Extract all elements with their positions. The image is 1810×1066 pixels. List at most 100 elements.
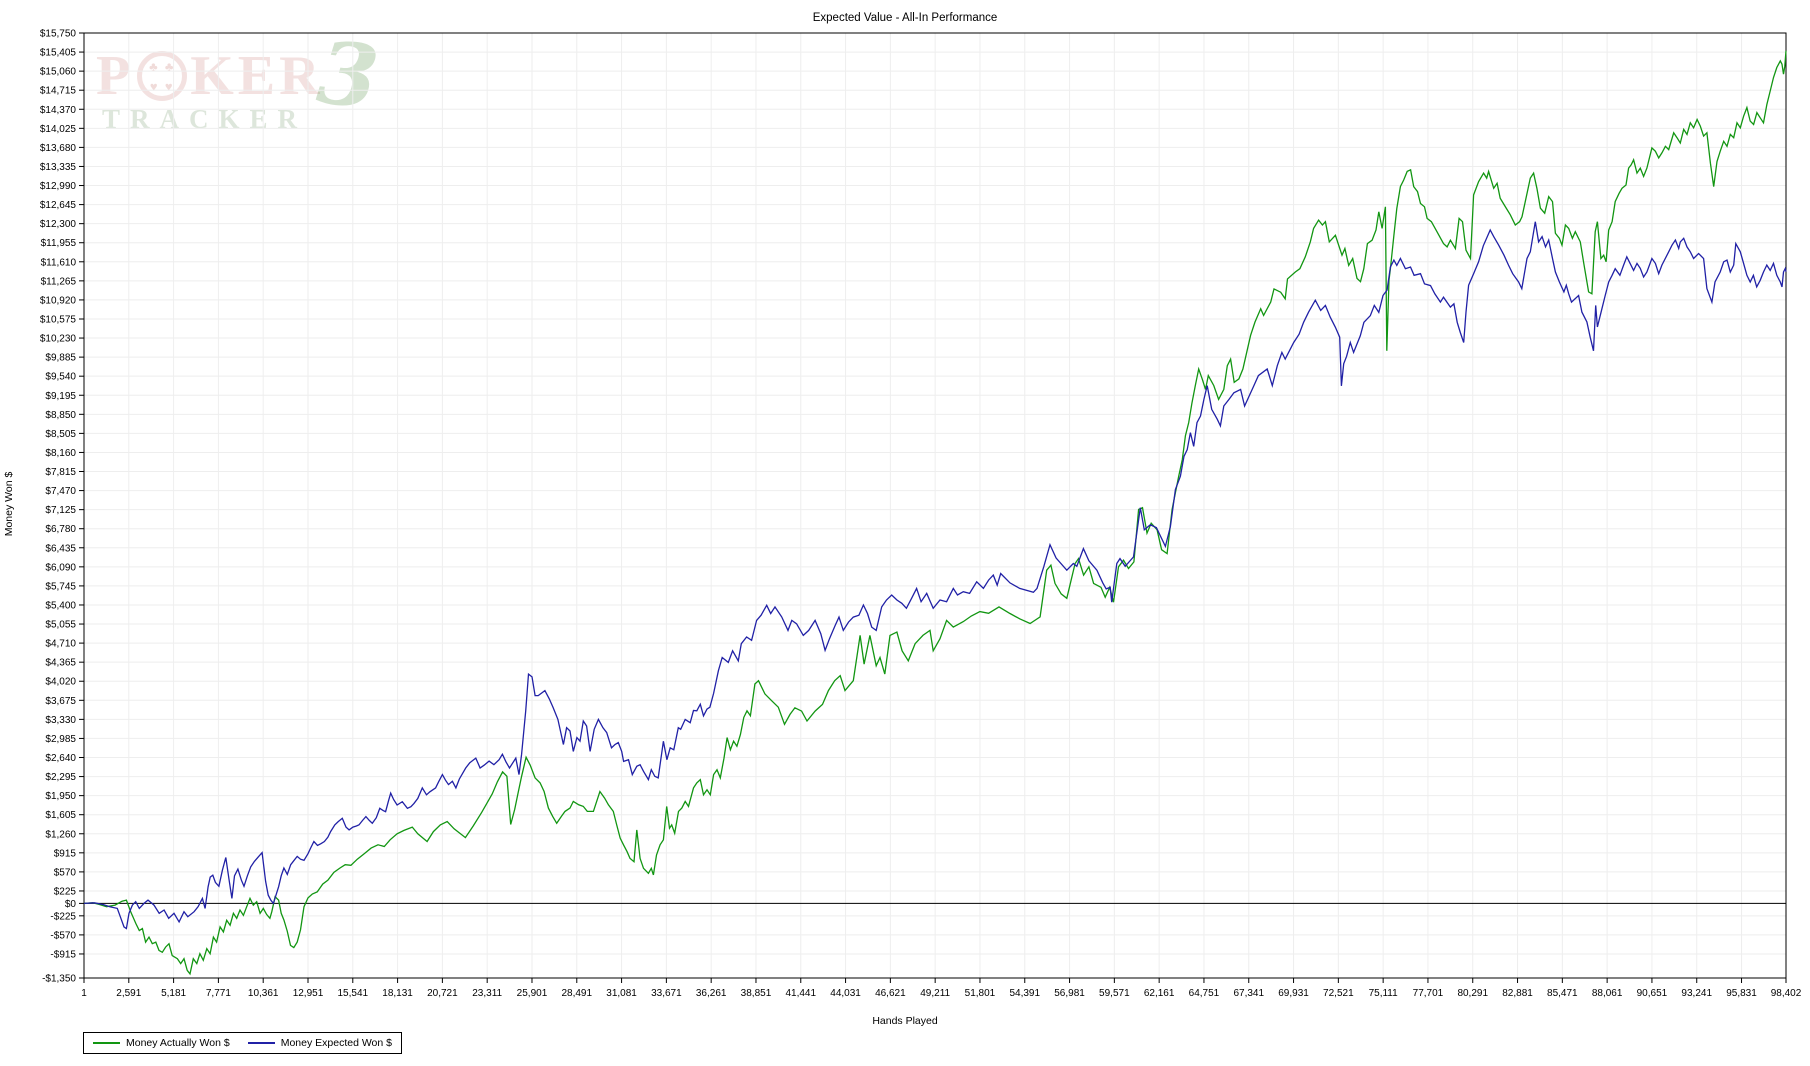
y-tick-label: $2,295 (45, 772, 76, 783)
x-tick-label: 98,402 (1771, 988, 1802, 999)
x-tick-label: 46,621 (875, 988, 906, 999)
x-tick-label: 36,261 (696, 988, 727, 999)
legend-line-swatch-green (93, 1042, 120, 1044)
y-tick-label: $9,885 (45, 353, 76, 364)
y-tick-label: $2,985 (45, 734, 76, 745)
y-tick-label: $225 (54, 886, 77, 897)
x-tick-label: 62,161 (1144, 988, 1175, 999)
y-tick-label: -$570 (50, 930, 76, 941)
x-tick-label: 88,061 (1592, 988, 1623, 999)
y-tick-label: $6,780 (45, 524, 76, 535)
x-tick-label: 64,751 (1189, 988, 1220, 999)
x-tick-label: 56,981 (1054, 988, 1085, 999)
y-tick-label: $13,335 (40, 162, 77, 173)
y-tick-label: $9,540 (45, 372, 76, 383)
y-tick-label: $12,300 (40, 219, 77, 230)
y-tick-label: $15,060 (40, 67, 77, 78)
y-tick-label: $4,365 (45, 658, 76, 669)
y-tick-label: $14,370 (40, 105, 77, 116)
y-tick-label: $10,230 (40, 334, 77, 345)
x-axis-title: Hands Played (872, 1015, 938, 1027)
x-tick-label: 49,211 (920, 988, 950, 999)
y-tick-label: $0 (65, 899, 77, 910)
x-tick-label: 80,291 (1457, 988, 1488, 999)
y-tick-label: $4,710 (45, 639, 76, 650)
y-tick-label: $11,955 (41, 238, 77, 249)
x-tick-label: 95,831 (1726, 988, 1757, 999)
x-tick-label: 44,031 (830, 988, 861, 999)
x-tick-label: 10,361 (248, 988, 279, 999)
x-tick-label: 18,131 (382, 988, 413, 999)
y-tick-label: $3,330 (45, 715, 76, 726)
x-tick-label: 20,721 (427, 988, 458, 999)
y-tick-label: $8,160 (45, 448, 76, 459)
y-tick-label: $2,640 (45, 753, 76, 764)
x-tick-label: 12,951 (293, 988, 324, 999)
y-tick-label: $11,610 (41, 257, 77, 268)
x-tick-label: 5,181 (161, 988, 186, 999)
x-tick-label: 23,311 (472, 988, 502, 999)
legend-item-money-expected-won: Money Expected Won $ (247, 1037, 392, 1049)
y-tick-label: $8,505 (45, 429, 76, 440)
legend-label: Money Actually Won $ (126, 1037, 230, 1049)
x-tick-label: 69,931 (1278, 988, 1309, 999)
y-tick-label: $14,715 (40, 86, 77, 97)
y-tick-label: $9,195 (45, 391, 76, 402)
y-tick-label: $915 (54, 848, 77, 859)
x-tick-label: 54,391 (1009, 988, 1040, 999)
y-tick-label: $12,645 (40, 200, 77, 211)
x-tick-label: 77,701 (1413, 988, 1444, 999)
x-tick-label: 51,801 (965, 988, 996, 999)
x-tick-label: 93,241 (1681, 988, 1712, 999)
y-tick-label: $570 (54, 867, 77, 878)
legend-item-money-actually-won: Money Actually Won $ (93, 1037, 230, 1049)
x-tick-label: 15,541 (337, 988, 368, 999)
y-tick-label: $1,605 (45, 810, 76, 821)
y-tick-label: $5,400 (45, 600, 76, 611)
x-tick-label: 33,671 (651, 988, 682, 999)
x-tick-label: 28,491 (561, 988, 592, 999)
x-tick-label: 7,771 (206, 988, 231, 999)
x-tick-label: 1 (81, 988, 87, 999)
y-tick-label: $7,815 (45, 467, 76, 478)
y-tick-label: $12,990 (40, 181, 77, 192)
series-line-0 (83, 50, 1787, 976)
y-tick-label: $15,405 (40, 48, 77, 59)
y-tick-label: $6,435 (45, 543, 76, 554)
y-tick-label: $1,260 (45, 829, 76, 840)
x-tick-label: 72,521 (1323, 988, 1354, 999)
x-tick-label: 90,651 (1637, 988, 1668, 999)
y-tick-label: $1,950 (45, 791, 76, 802)
y-tick-label: $10,920 (40, 295, 77, 306)
y-tick-label: -$225 (50, 911, 76, 922)
series-line-1 (83, 221, 1787, 930)
y-tick-label: $10,575 (40, 314, 77, 325)
y-tick-label: $15,750 (40, 29, 77, 40)
x-tick-label: 41,441 (785, 988, 816, 999)
y-tick-label: -$1,350 (42, 974, 76, 985)
x-tick-label: 59,571 (1099, 988, 1130, 999)
y-tick-label: $13,680 (40, 143, 77, 154)
y-tick-label: $7,470 (45, 486, 76, 497)
legend-line-swatch-blue (247, 1042, 275, 1044)
y-tick-label: $11,265 (41, 276, 77, 287)
y-tick-label: $5,055 (45, 620, 76, 631)
legend: Money Actually Won $ Money Expected Won … (83, 1032, 402, 1054)
y-tick-label: -$915 (50, 949, 76, 960)
chart-title: Expected Value - All-In Performance (812, 12, 998, 24)
y-axis-title: Money Won $ (3, 471, 15, 537)
y-tick-label: $14,025 (40, 124, 77, 135)
x-tick-label: 31,081 (606, 988, 637, 999)
y-tick-label: $6,090 (45, 562, 76, 573)
y-tick-label: $7,125 (45, 505, 76, 516)
x-tick-label: 85,471 (1547, 988, 1578, 999)
x-tick-label: 82,881 (1502, 988, 1533, 999)
y-tick-label: $5,745 (45, 581, 76, 592)
x-tick-label: 67,341 (1233, 988, 1264, 999)
x-tick-label: 2,591 (116, 988, 141, 999)
y-tick-label: $8,850 (45, 410, 76, 421)
y-tick-label: $3,675 (45, 696, 76, 707)
legend-label: Money Expected Won $ (280, 1037, 392, 1049)
